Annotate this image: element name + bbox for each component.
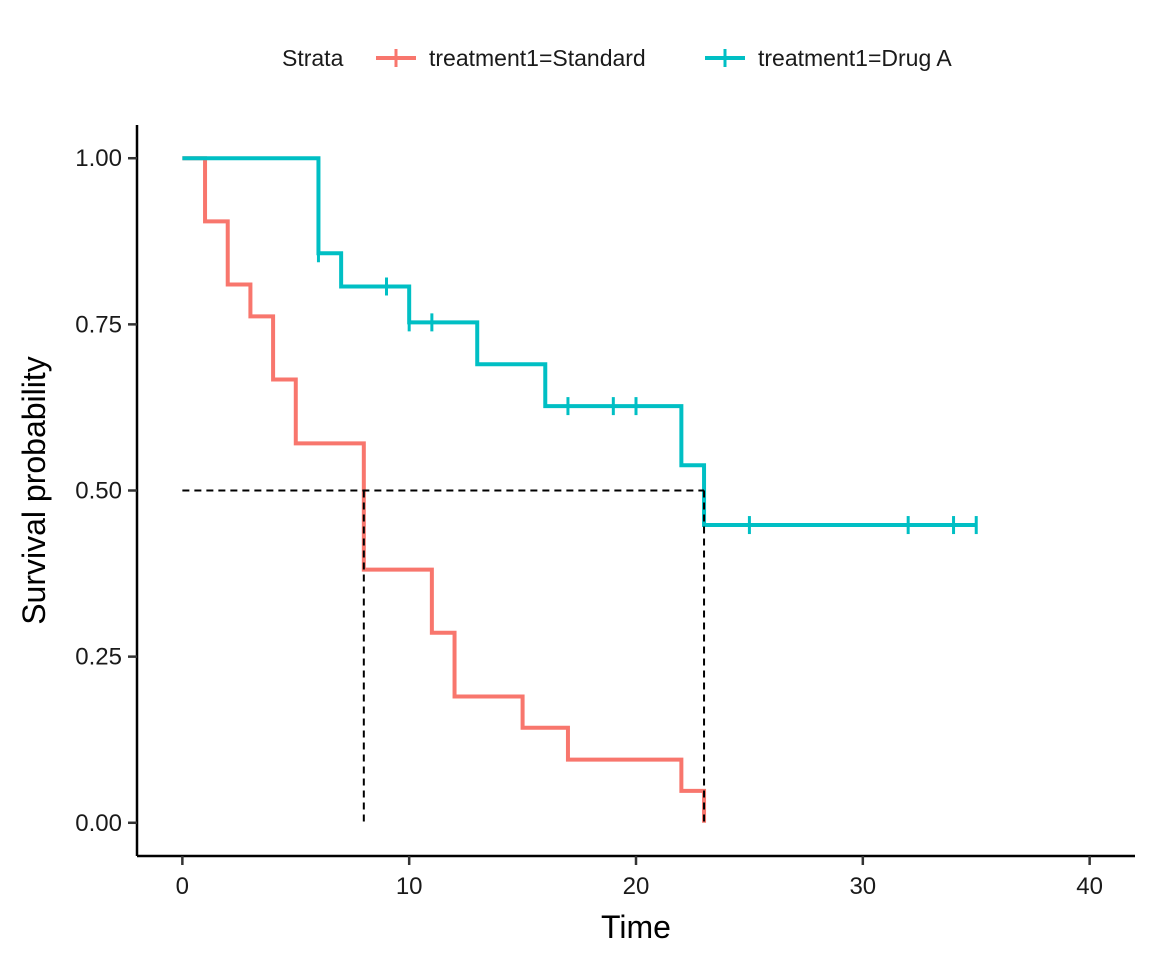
x-tick-label: 0: [176, 873, 189, 900]
series-line-1: [182, 156, 977, 528]
x-tick-label: 30: [849, 873, 876, 900]
legend-entry-0: treatment1=Standard: [429, 45, 646, 71]
y-tick-label: 1.00: [75, 145, 122, 172]
axes: 0 10 20 30 40 0.00 0.25 0.50 0.75 1.00: [75, 125, 1135, 900]
y-tick-label: 0.25: [75, 644, 122, 671]
y-axis-title: Survival probability: [16, 356, 52, 625]
legend-entry-1: treatment1=Drug A: [758, 45, 952, 71]
x-axis-title: Time: [601, 909, 671, 945]
y-tick-label: 0.75: [75, 311, 122, 338]
series-line-0: [182, 156, 707, 823]
y-tick-label: 0.50: [75, 478, 122, 505]
x-tick-label: 10: [396, 873, 423, 900]
legend: Strata treatment1=Standard treatment1=Drug…: [282, 45, 952, 71]
y-tick-label: 0.00: [75, 810, 122, 837]
legend-title: Strata: [282, 45, 344, 71]
plot-area: [182, 156, 978, 823]
x-tick-label: 20: [623, 873, 650, 900]
x-tick-label: 40: [1076, 873, 1103, 900]
